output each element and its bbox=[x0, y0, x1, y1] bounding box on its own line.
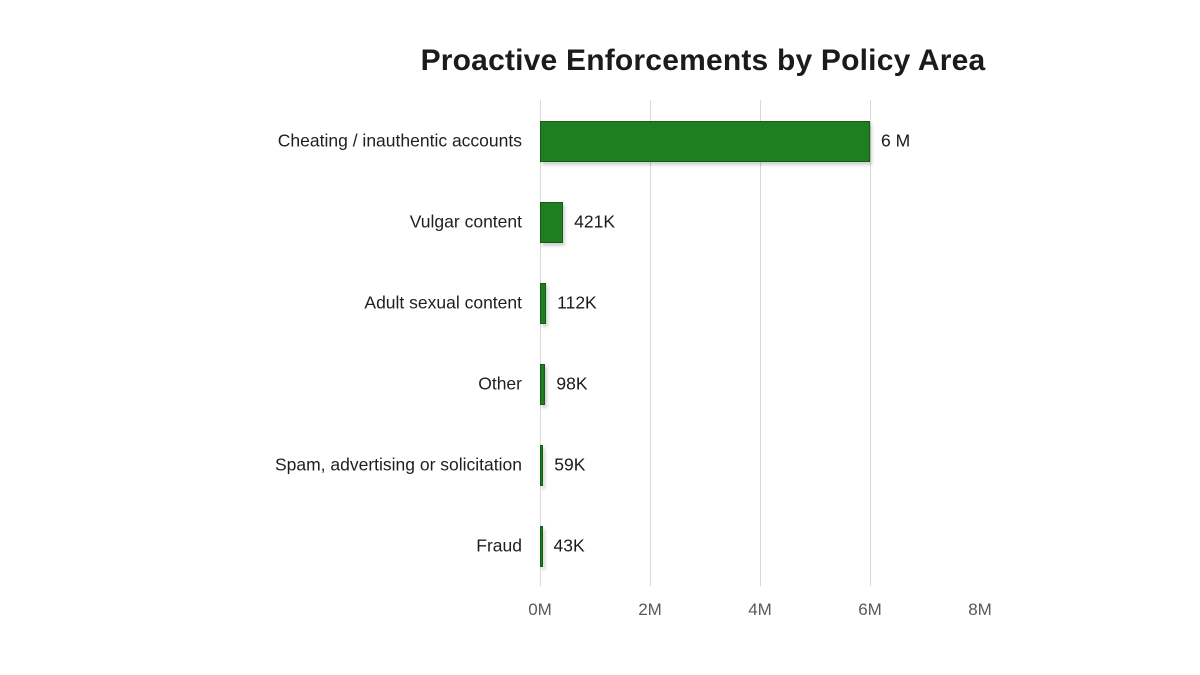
x-tick-label: 4M bbox=[748, 600, 772, 619]
x-tick-label: 6M bbox=[858, 600, 882, 619]
bar bbox=[540, 444, 544, 486]
category-label: Other bbox=[478, 373, 522, 394]
bar bbox=[540, 201, 564, 243]
category-label: Vulgar content bbox=[409, 211, 522, 232]
chart-title: Proactive Enforcements by Policy Area bbox=[420, 44, 986, 77]
bar bbox=[540, 525, 543, 567]
category-label: Adult sexual content bbox=[364, 292, 522, 313]
bar-value-label: 6 M bbox=[881, 130, 911, 151]
x-gridline bbox=[539, 100, 541, 586]
x-tick-label: 8M bbox=[968, 600, 992, 619]
bar-value-label: 43K bbox=[553, 535, 585, 556]
category-label: Spam, advertising or solicitation bbox=[274, 454, 522, 475]
x-tick-label: 0M bbox=[528, 600, 552, 619]
category-label: Fraud bbox=[476, 535, 522, 556]
x-tick-label: 2M bbox=[638, 600, 662, 619]
category-label: Cheating / inauthentic accounts bbox=[277, 130, 522, 151]
bar bbox=[540, 282, 547, 324]
x-gridline bbox=[869, 100, 871, 586]
x-gridline bbox=[759, 100, 761, 586]
bar-value-label: 59K bbox=[554, 454, 586, 475]
x-gridline bbox=[649, 100, 651, 586]
bar bbox=[540, 363, 546, 405]
bar-value-label: 112K bbox=[557, 292, 597, 313]
bar-value-label: 421K bbox=[574, 211, 616, 232]
bar bbox=[540, 120, 870, 162]
bar-value-label: 98K bbox=[556, 373, 588, 394]
